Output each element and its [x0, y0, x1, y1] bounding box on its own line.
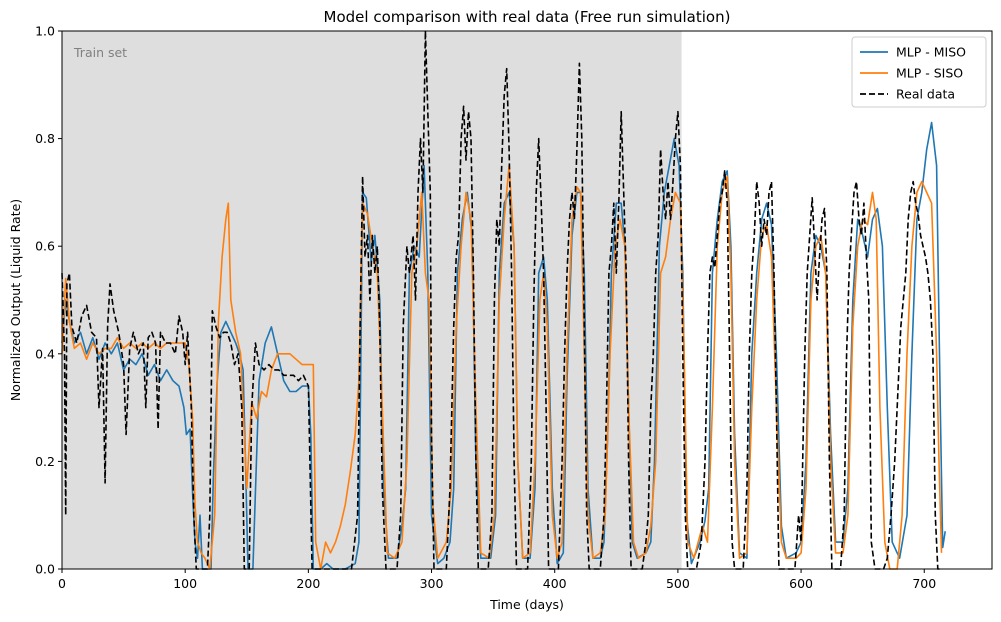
plot-frame — [61, 30, 993, 570]
x-tick-label: 700 — [912, 576, 936, 591]
series-layer — [61, 30, 946, 570]
x-axis-label: Time (days) — [489, 597, 564, 612]
series-line-0 — [61, 121, 946, 570]
x-tick-label: 400 — [543, 576, 567, 591]
y-tick-label: 1.0 — [35, 24, 55, 39]
legend-label-2: Real data — [896, 87, 955, 102]
train-set-label: Train set — [73, 45, 127, 60]
series-line-2 — [61, 30, 942, 570]
y-tick-label: 0.4 — [35, 346, 55, 361]
y-tick-label: 0.2 — [35, 454, 55, 469]
train-region — [62, 31, 682, 569]
y-tick-label: 0.8 — [35, 131, 55, 146]
y-tick-label: 0.0 — [35, 562, 55, 577]
x-tick-label: 600 — [789, 576, 813, 591]
legend-label-0: MLP - MISO — [896, 45, 966, 60]
legend-label-1: MLP - SISO — [896, 66, 963, 81]
chart-title: Model comparison with real data (Free ru… — [324, 8, 731, 26]
legend-box — [851, 36, 987, 108]
x-tick-label: 300 — [420, 576, 444, 591]
x-tick-label: 500 — [666, 576, 690, 591]
x-tick-label: 0 — [58, 576, 66, 591]
x-axis: 0 100 200 300 400 500 600 700 — [58, 569, 936, 591]
x-tick-label: 100 — [173, 576, 197, 591]
y-axis: 0.0 0.2 0.4 0.6 0.8 1.0 — [35, 24, 62, 577]
y-axis-label: Normalized Output (Liquid Rate) — [8, 199, 23, 401]
x-tick-label: 200 — [296, 576, 320, 591]
series-line-1 — [61, 164, 943, 570]
y-tick-label: 0.6 — [35, 239, 55, 254]
legend: MLP - MISO MLP - SISO Real data — [851, 36, 987, 108]
